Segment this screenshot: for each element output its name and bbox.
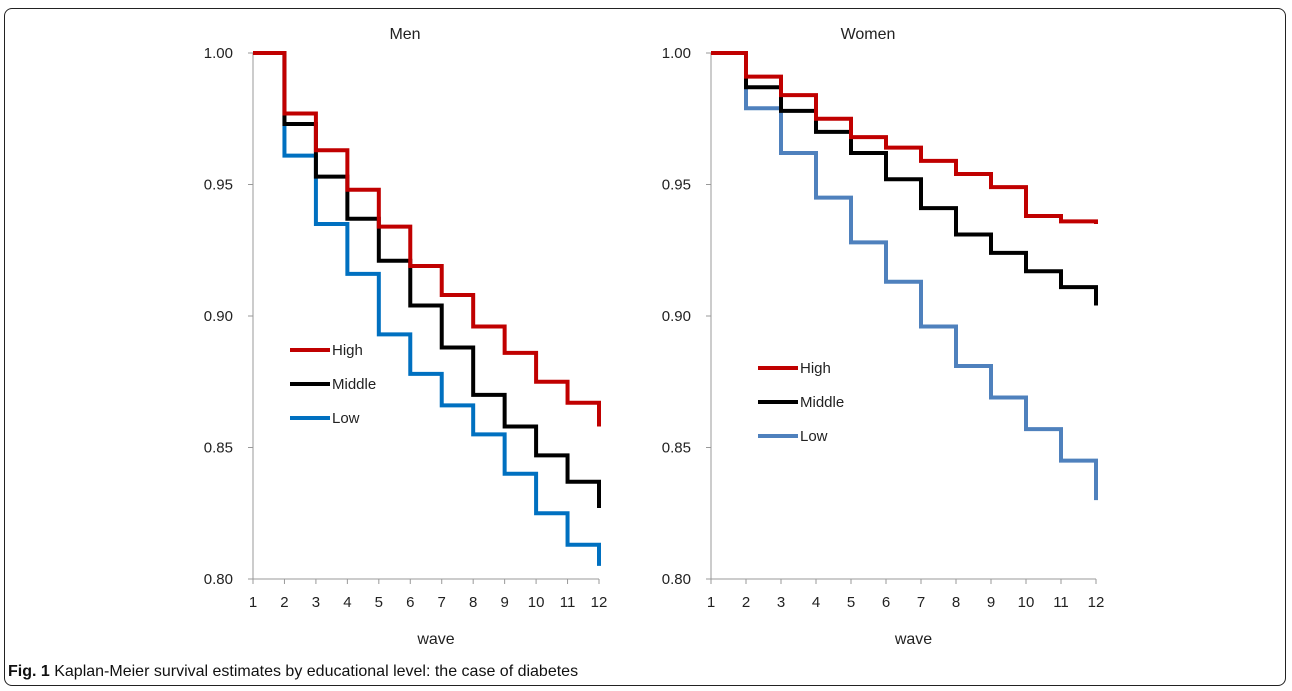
x-tick-label: 11 (560, 594, 576, 611)
figure-frame (4, 8, 1286, 686)
x-tick-label: 6 (406, 594, 414, 611)
x-tick-label: 1 (249, 594, 257, 611)
y-tick-label: 0.95 (204, 177, 233, 194)
y-tick-label: 1.00 (662, 45, 691, 62)
legend-label-middle: Middle (800, 394, 844, 411)
x-tick-label: 8 (469, 594, 477, 611)
x-tick-label: 9 (500, 594, 508, 611)
y-tick-label: 0.85 (204, 440, 233, 457)
x-tick-label: 10 (528, 594, 545, 611)
chart-title: Men (389, 26, 420, 43)
panel-1: 0.800.850.900.951.001 2 3 4 5 6 7 8 9 10 11 12Women… (662, 26, 1105, 648)
legend-label-middle: Middle (332, 376, 376, 393)
x-tick-label: 10 (1018, 594, 1035, 611)
y-tick-label: 0.80 (662, 571, 691, 588)
x-tick-label: 5 (375, 594, 383, 611)
figure-caption: Fig. 1 Kaplan-Meier survival estimates b… (8, 663, 578, 681)
y-tick-label: 0.90 (204, 308, 233, 325)
x-axis-label: wave (416, 631, 454, 648)
y-tick-label: 1.00 (204, 45, 233, 62)
series-line-high (711, 51, 1098, 224)
x-tick-label: 4 (812, 594, 820, 611)
y-tick-label: 0.85 (662, 440, 691, 457)
x-tick-label: 12 (1088, 594, 1105, 611)
x-tick-label: 12 (591, 594, 608, 611)
x-tick-label: 7 (917, 594, 925, 611)
x-tick-label: 6 (882, 594, 890, 611)
x-tick-label: 1 (707, 594, 715, 611)
legend-label-high: High (332, 342, 363, 359)
y-tick-label: 0.90 (662, 308, 691, 325)
series-line-high (253, 51, 601, 427)
y-tick-label: 0.80 (204, 571, 233, 588)
panel-0: 0.800.850.900.951.001 2 3 4 5 6 7 8 9 10 11 12Menwa… (204, 26, 608, 648)
y-tick-label: 0.95 (662, 177, 691, 194)
legend-label-high: High (800, 360, 831, 377)
x-tick-label: 5 (847, 594, 855, 611)
x-tick-label: 9 (987, 594, 995, 611)
chart-title: Women (841, 26, 896, 43)
x-tick-label: 11 (1053, 594, 1069, 611)
figure-caption-label: Fig. 1 (8, 663, 50, 680)
x-tick-label: 3 (777, 594, 785, 611)
x-tick-label: 2 (280, 594, 288, 611)
series-line-middle (253, 51, 601, 508)
series-line-low (711, 51, 1098, 501)
x-tick-label: 7 (438, 594, 446, 611)
legend-label-low: Low (332, 410, 360, 427)
x-tick-label: 4 (343, 594, 351, 611)
x-axis-label: wave (894, 631, 932, 648)
x-tick-label: 3 (312, 594, 320, 611)
x-tick-label: 2 (742, 594, 750, 611)
legend-label-low: Low (800, 428, 828, 445)
figure-caption-text: Kaplan-Meier survival estimates by educa… (54, 663, 579, 680)
x-tick-label: 8 (952, 594, 960, 611)
series-line-low (253, 51, 601, 566)
series-line-middle (711, 51, 1098, 306)
